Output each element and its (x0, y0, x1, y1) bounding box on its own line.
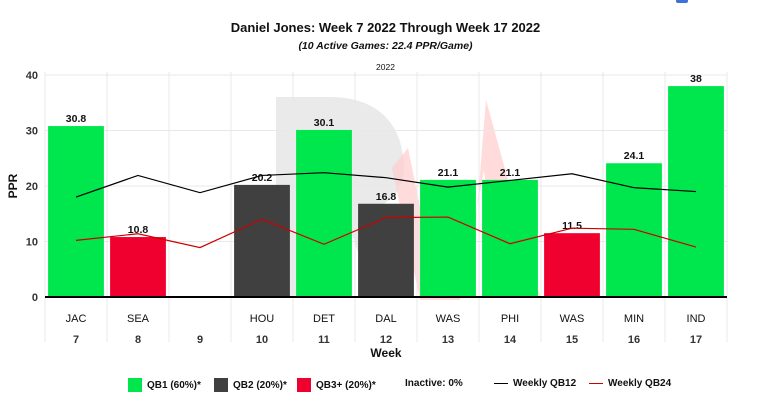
legend-swatch-qb1 (128, 378, 142, 392)
bar-value-label: 10.8 (128, 224, 149, 236)
x-axis-title: Week (370, 346, 401, 360)
legend-label-weekly-qb12: Weekly QB12 (513, 378, 577, 389)
bar-week-12 (358, 203, 414, 297)
bar-value-label: 21.1 (438, 167, 459, 179)
chart-title: Daniel Jones: Week 7 2022 Through Week 1… (230, 20, 541, 35)
legend-label-qb1: QB1 (60%)* (147, 379, 201, 391)
y-tick-label: 30 (26, 126, 38, 138)
bar-week-16 (606, 163, 662, 297)
corner-accent-mark (676, 0, 688, 3)
legend-line-qb12 (494, 383, 508, 384)
x-week-tick-label: 7 (73, 334, 79, 346)
x-week-tick-label: 11 (318, 334, 330, 346)
x-opponent-label: WAS (560, 313, 585, 325)
legend-item-weekly-qb12: Weekly QB12 (494, 378, 576, 389)
legend-item-qb1: QB1 (60%)* (128, 378, 201, 392)
season-label: 2022 (376, 62, 395, 72)
x-week-tick-label: 16 (628, 334, 640, 346)
line-weekly-qb24 (75, 216, 697, 249)
x-opponent-label: JAC (66, 313, 87, 325)
legend-label-qb2: QB2 (20%)* (233, 379, 287, 391)
x-opponent-label: DET (313, 313, 335, 325)
legend-label-inactive: Inactive: 0% (405, 378, 463, 389)
x-week-tick-label: 8 (135, 334, 141, 346)
chart-subtitle: (10 Active Games: 22.4 PPR/Game) (298, 40, 473, 52)
x-week-tick-label: 17 (690, 334, 702, 346)
bar-week-8 (110, 237, 166, 297)
legend-item-qb3: QB3+ (20%)* (297, 378, 376, 392)
x-opponent-label: HOU (250, 313, 275, 325)
y-tick-label: 20 (26, 181, 38, 193)
bar-value-label: 38 (690, 73, 702, 85)
bar-week-11 (296, 129, 352, 297)
legend-label-qb3: QB3+ (20%)* (316, 379, 376, 391)
x-opponent-label: MIN (624, 313, 644, 325)
bar-value-label: 21.1 (500, 167, 521, 179)
y-tick-label: 40 (26, 70, 38, 82)
x-week-tick-label: 10 (256, 334, 268, 346)
x-opponent-label: WAS (436, 313, 461, 325)
y-tick-label: 10 (26, 237, 38, 249)
chart-legend: QB1 (60%)* QB2 (20%)* QB3+ (20%)* Inacti… (0, 378, 771, 394)
legend-item-weekly-qb24: Weekly QB24 (589, 378, 671, 389)
y-axis-title: PPR (6, 173, 20, 198)
legend-swatch-qb3 (297, 378, 311, 392)
x-week-tick-label: 14 (504, 334, 517, 346)
bar-week-10 (234, 184, 290, 297)
x-week-tick-label: 13 (442, 334, 454, 346)
bar-value-label: 24.1 (624, 150, 645, 162)
x-opponent-label: DAL (375, 313, 396, 325)
bar-week-15 (544, 233, 600, 297)
x-opponent-label: SEA (127, 313, 150, 325)
bar-value-label: 30.1 (314, 117, 335, 129)
bar-week-13 (420, 179, 476, 297)
legend-swatch-qb2 (214, 378, 228, 392)
bar-value-label: 16.8 (376, 191, 397, 203)
y-tick-label: 0 (32, 292, 38, 304)
legend-line-qb24 (589, 383, 603, 384)
line-weekly-qb12 (75, 172, 697, 198)
bar-value-label: 30.8 (66, 113, 87, 125)
x-week-tick-label: 9 (197, 334, 203, 346)
x-opponent-label: PHI (501, 313, 519, 325)
legend-item-qb2: QB2 (20%)* (214, 378, 287, 392)
x-opponent-label: IND (687, 313, 706, 325)
x-week-tick-label: 12 (380, 334, 392, 346)
bar-week-7 (48, 126, 104, 297)
x-week-tick-label: 15 (566, 334, 578, 346)
legend-label-weekly-qb24: Weekly QB24 (608, 378, 672, 389)
legend-item-inactive: Inactive: 0% (405, 378, 463, 389)
